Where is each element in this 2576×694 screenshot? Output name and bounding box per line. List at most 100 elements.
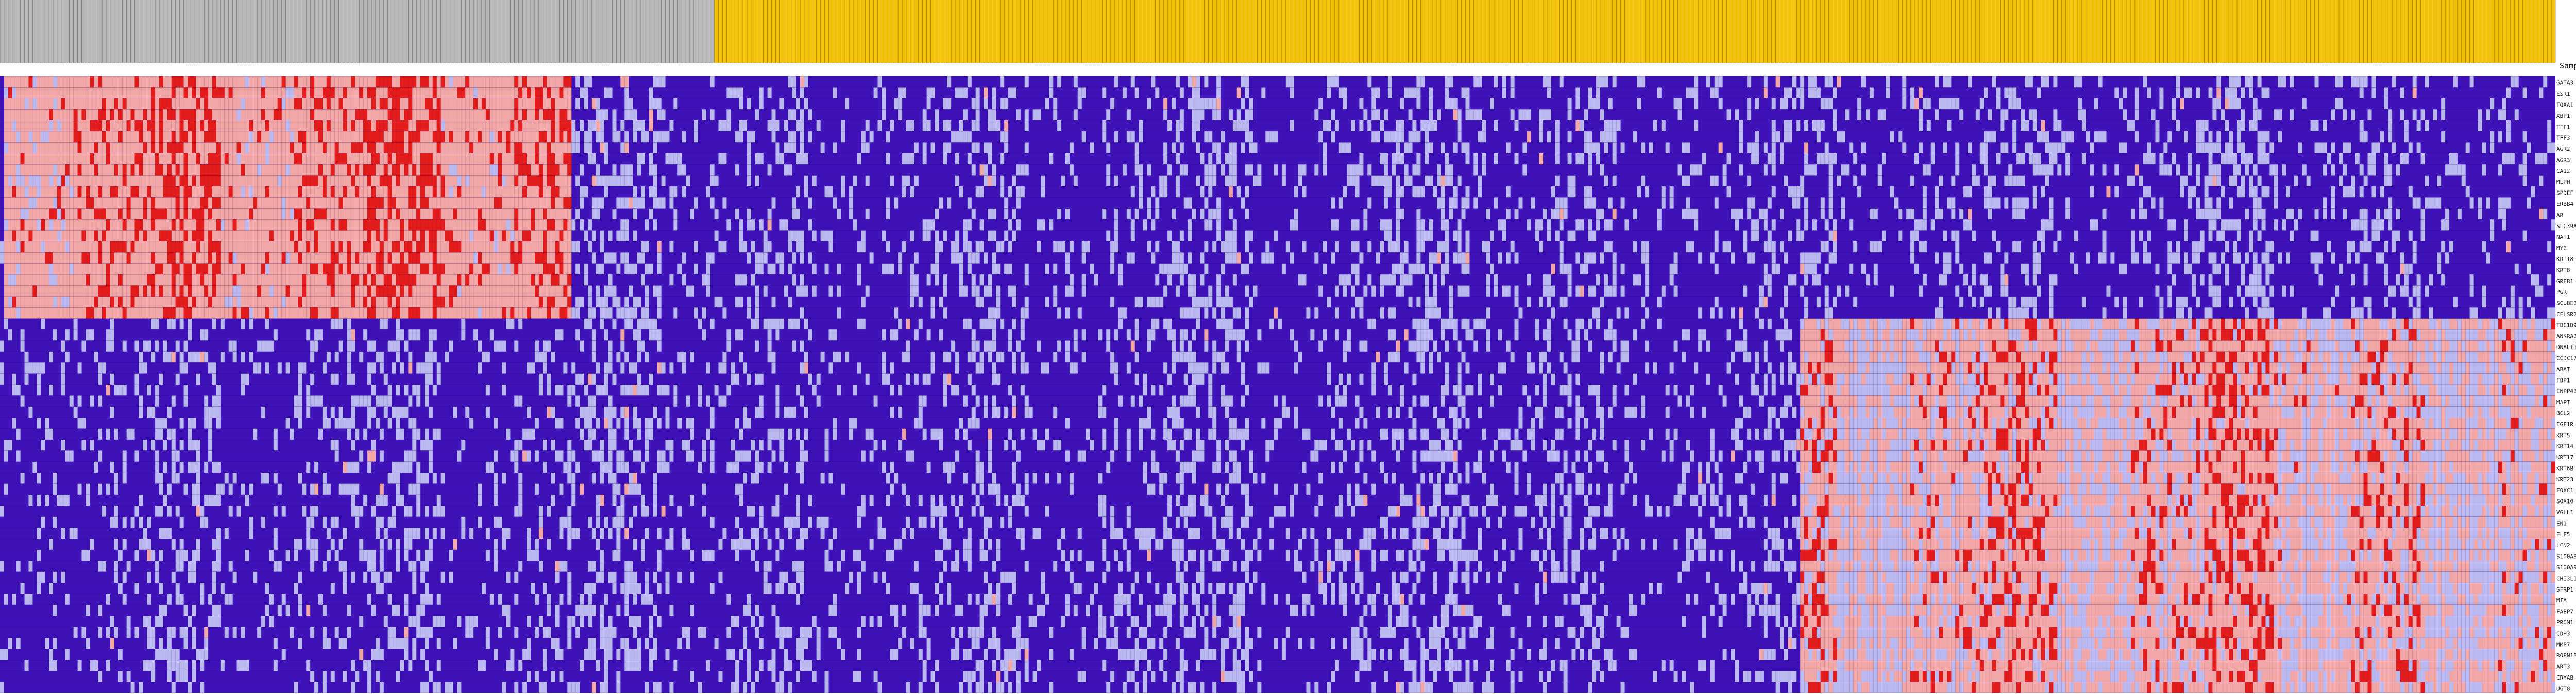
heatmap-cell xyxy=(114,87,118,98)
heatmap-cell xyxy=(98,142,103,153)
heatmap-cell xyxy=(139,186,143,198)
heatmap-cell xyxy=(420,241,425,253)
heatmap-cell xyxy=(624,164,629,176)
heatmap-cell xyxy=(465,98,470,110)
heatmap-cell xyxy=(167,109,172,120)
heatmap-cell xyxy=(16,153,21,165)
heatmap-cell xyxy=(2420,208,2425,220)
heatmap-cell xyxy=(2172,153,2176,165)
heatmap-cell xyxy=(559,142,564,153)
heatmap-cell xyxy=(1232,219,1237,231)
heatmap-cell xyxy=(534,241,539,253)
heatmap-cell xyxy=(245,131,249,143)
heatmap-cell xyxy=(559,164,564,176)
heatmap-cell xyxy=(784,120,788,132)
heatmap-cell xyxy=(440,109,445,120)
heatmap-cell xyxy=(498,241,502,253)
heatmap-cell xyxy=(383,197,388,209)
heatmap-cell xyxy=(1151,186,1156,198)
heatmap-cell xyxy=(94,175,98,186)
heatmap-cell xyxy=(322,76,327,88)
heatmap-cell xyxy=(1575,120,1580,132)
heatmap-cell xyxy=(714,230,719,241)
heatmap-cell xyxy=(114,109,118,120)
heatmap-cell xyxy=(2061,131,2066,143)
heatmap-cell xyxy=(640,153,645,165)
heatmap-cell xyxy=(808,197,812,209)
heatmap-cell xyxy=(457,153,462,165)
heatmap-cell xyxy=(1482,131,1486,143)
heatmap-cell xyxy=(41,164,45,176)
heatmap-cell xyxy=(2261,186,2266,198)
heatmap-cell xyxy=(930,87,935,98)
heatmap-cell xyxy=(1106,142,1111,153)
heatmap-cell xyxy=(351,230,355,241)
heatmap-cell xyxy=(1547,230,1551,241)
heatmap-cell xyxy=(563,142,568,153)
heatmap-cell xyxy=(171,219,176,231)
heatmap-cell xyxy=(383,252,388,264)
heatmap-cell xyxy=(363,142,368,153)
heatmap-cell xyxy=(318,76,323,88)
heatmap-cell xyxy=(1384,186,1388,198)
heatmap-cell xyxy=(478,175,482,186)
heatmap-cell xyxy=(1429,175,1433,186)
heatmap-cell xyxy=(179,186,184,198)
heatmap-cell xyxy=(489,120,494,132)
heatmap-cell xyxy=(1016,219,1021,231)
heatmap-cell xyxy=(126,131,131,143)
heatmap-cell xyxy=(449,219,453,231)
heatmap-cell xyxy=(1833,153,1837,165)
heatmap-cell xyxy=(53,219,57,231)
heatmap-cell xyxy=(73,76,78,88)
heatmap-cell xyxy=(306,186,311,198)
heatmap-cell xyxy=(988,175,992,186)
heatmap-cell xyxy=(1555,131,1560,143)
heatmap-cell xyxy=(290,98,294,110)
heatmap-cell xyxy=(559,186,564,198)
heatmap-cell xyxy=(2359,208,2364,220)
heatmap-cell xyxy=(1718,142,1723,153)
heatmap-cell xyxy=(412,241,417,253)
heatmap-cell xyxy=(788,230,792,241)
heatmap-cell xyxy=(600,175,604,186)
heatmap-cell xyxy=(2490,142,2495,153)
heatmap-cell xyxy=(110,186,114,198)
heatmap-cell xyxy=(1245,109,1249,120)
heatmap-cell xyxy=(49,252,54,264)
heatmap-cell xyxy=(1763,87,1768,98)
heatmap-cell xyxy=(400,175,404,186)
heatmap-cell xyxy=(747,164,751,176)
heatmap-cell xyxy=(506,219,511,231)
heatmap-cell xyxy=(2380,186,2384,198)
heatmap-cell xyxy=(1171,241,1176,253)
heatmap-cell xyxy=(220,87,225,98)
heatmap-cell xyxy=(1257,164,1262,176)
heatmap-cell xyxy=(2236,76,2241,88)
heatmap-cell xyxy=(489,131,494,143)
heatmap-cell xyxy=(1228,142,1233,153)
heatmap-cell xyxy=(155,142,160,153)
heatmap-cell xyxy=(2102,208,2107,220)
heatmap-cell xyxy=(2420,219,2425,231)
heatmap-cell xyxy=(473,197,478,209)
heatmap-cell xyxy=(591,197,596,209)
heatmap-cell xyxy=(861,142,866,153)
heatmap-cell xyxy=(1102,120,1107,132)
heatmap-cell xyxy=(277,142,282,153)
heatmap-cell xyxy=(216,230,221,241)
heatmap-cell xyxy=(122,252,127,264)
heatmap-cell xyxy=(2388,197,2393,209)
heatmap-cell xyxy=(37,76,41,88)
heatmap-cell xyxy=(253,241,258,253)
heatmap-cell xyxy=(77,252,82,264)
heatmap-cell xyxy=(16,197,21,209)
heatmap-cell xyxy=(833,142,837,153)
heatmap-cell xyxy=(118,219,123,231)
heatmap-cell xyxy=(1690,164,1694,176)
heatmap-cell xyxy=(1363,219,1368,231)
heatmap-cell xyxy=(555,153,560,165)
heatmap-cell xyxy=(1833,219,1837,231)
heatmap-cell xyxy=(1302,164,1307,176)
heatmap-cell xyxy=(882,98,886,110)
